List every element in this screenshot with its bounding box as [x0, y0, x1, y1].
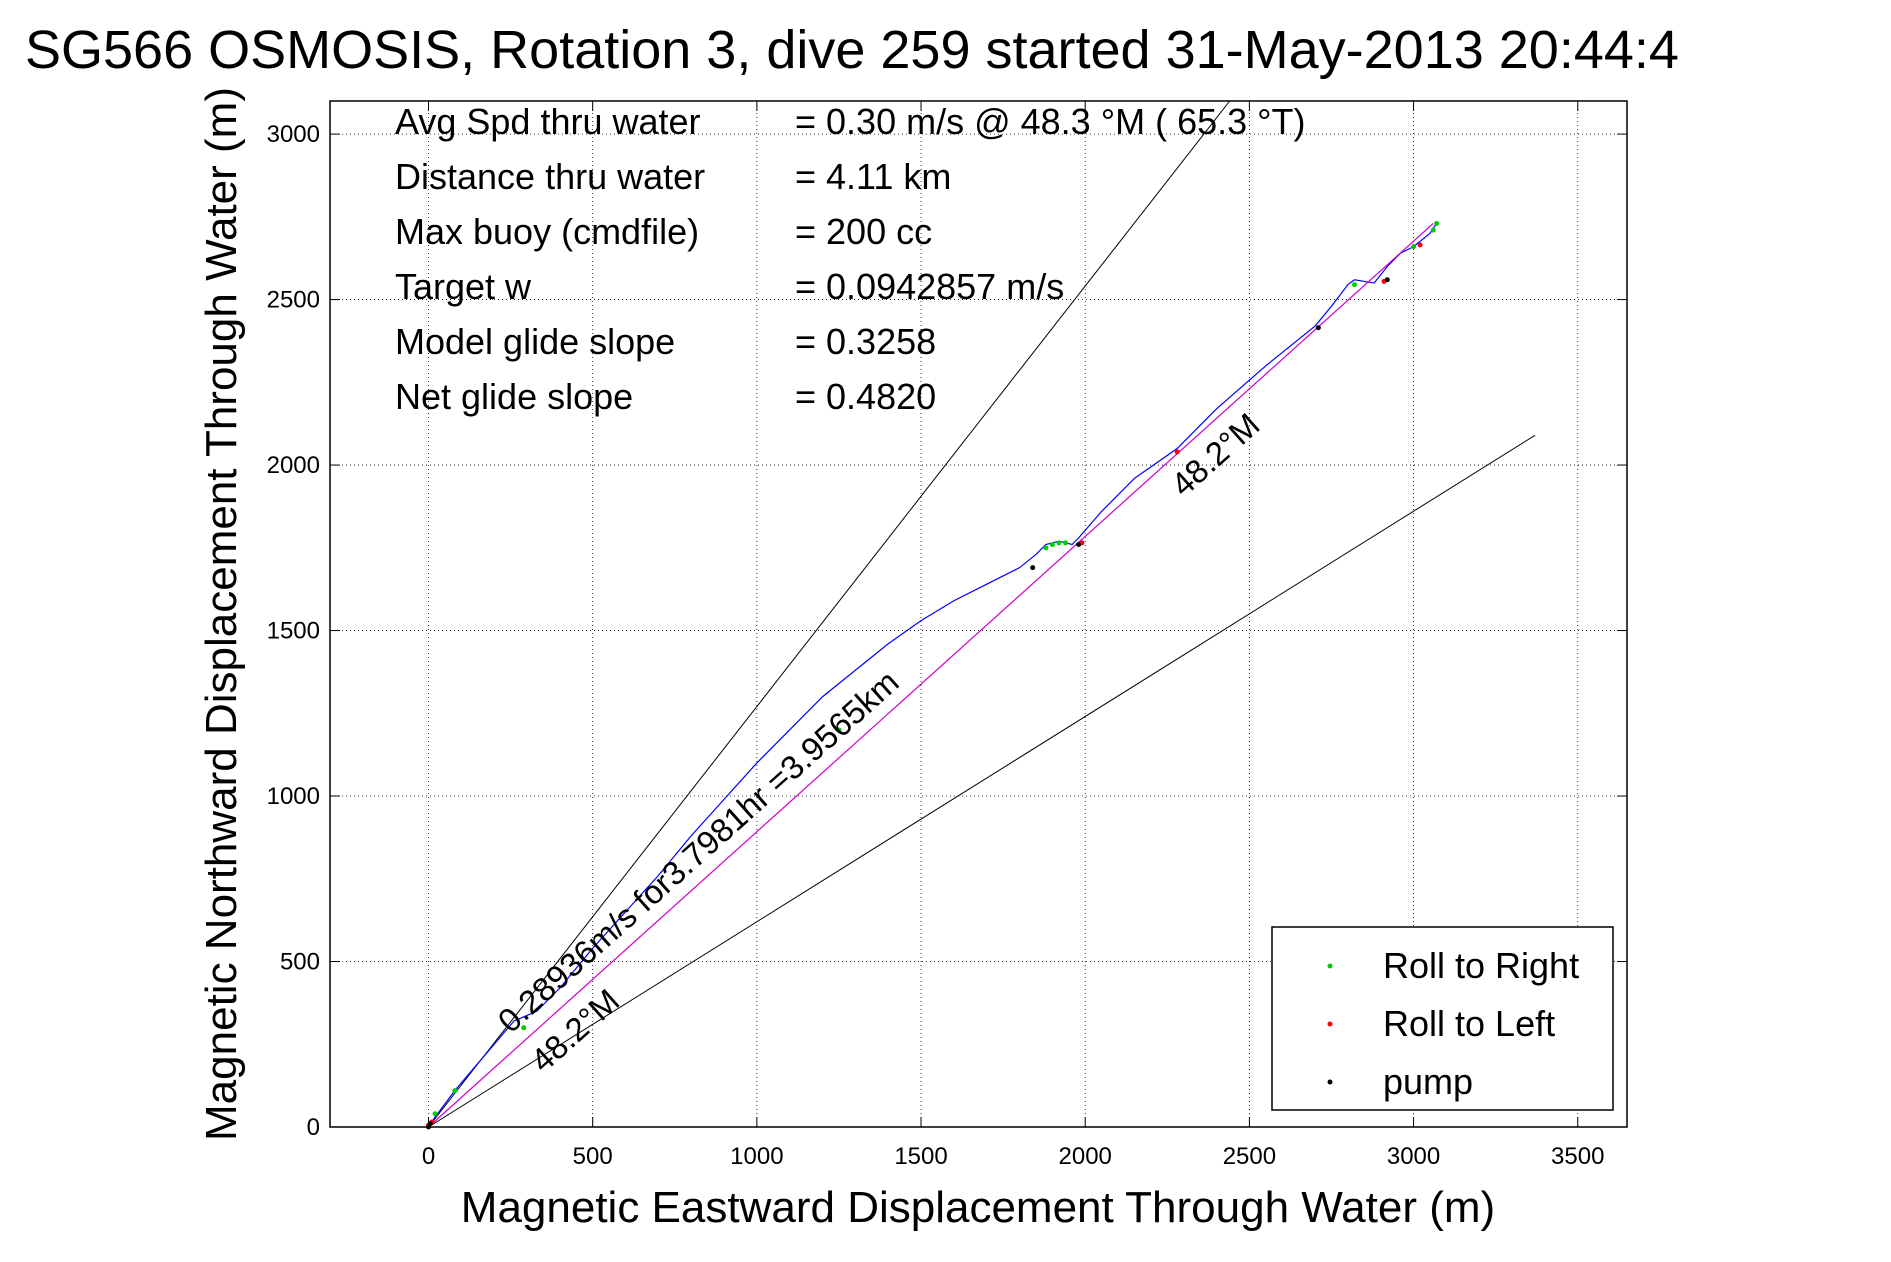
point-roll-to-right [452, 1088, 458, 1094]
point-roll-to-right [521, 1025, 527, 1031]
point-pump [1315, 325, 1321, 331]
point-roll-to-right [1351, 282, 1357, 288]
x-tick-label: 3500 [1551, 1143, 1604, 1170]
info-label: Model glide slope [395, 321, 675, 362]
point-roll-to-left [1417, 242, 1423, 248]
x-tick-label: 1500 [894, 1143, 947, 1170]
x-tick-label: 2500 [1223, 1143, 1276, 1170]
info-value: = 200 cc [795, 211, 932, 252]
y-tick-label: 1000 [267, 783, 320, 810]
info-value: = 0.3258 [795, 321, 936, 362]
point-pump [1384, 277, 1390, 283]
reference-lines [428, 100, 1536, 1128]
series-lines [428, 223, 1438, 1128]
x-tick-label: 3000 [1387, 1143, 1440, 1170]
legend-label: Roll to Right [1383, 945, 1579, 986]
x-axis-label: Magnetic Eastward Displacement Through W… [461, 1183, 1495, 1232]
point-roll-to-left [1174, 449, 1180, 455]
x-tick-label: 0 [422, 1143, 435, 1170]
x-tick-label: 2000 [1059, 1143, 1112, 1170]
info-value: = 0.0942857 m/s [795, 266, 1064, 307]
x-tick-label: 500 [573, 1143, 613, 1170]
legend-label: pump [1383, 1061, 1473, 1102]
y-axis-label: Magnetic Northward Displacement Through … [197, 87, 246, 1141]
point-roll-to-right [1049, 541, 1055, 547]
y-tick-label: 2500 [267, 287, 320, 314]
annotation-label: 48.2°M [1164, 406, 1267, 504]
point-roll-to-right [1434, 220, 1440, 226]
reference-line-upper [428, 100, 1231, 1128]
info-value: = 0.4820 [795, 376, 936, 417]
y-tick-label: 500 [280, 949, 320, 976]
series-line-net [428, 223, 1434, 1128]
y-tick-label: 2000 [267, 452, 320, 479]
series-line-path [428, 223, 1438, 1128]
annotations: 0.28936m/s for3.7981hr =3.9565km48.2°M48… [491, 406, 1267, 1079]
point-roll-to-right [1430, 227, 1436, 233]
legend-label: Roll to Left [1383, 1003, 1555, 1044]
point-pump [1030, 565, 1036, 571]
annotation-label: 0.28936m/s for3.7981hr =3.9565km [491, 663, 906, 1040]
info-label: Net glide slope [395, 376, 633, 417]
info-label: Target w [395, 266, 532, 307]
info-label: Avg Spd thru water [395, 101, 701, 142]
legend: Roll to Right Roll to Left pump [1271, 926, 1614, 1111]
info-label: Distance thru water [395, 156, 705, 197]
point-roll-to-right [1063, 540, 1069, 546]
x-ticks: 0 500 1000 1500 2000 2500 3000 3500 [422, 101, 1604, 1170]
legend-box [1271, 926, 1614, 1111]
y-tick-label: 0 [307, 1114, 320, 1141]
point-roll-to-right [1056, 540, 1062, 546]
point-roll-to-right [432, 1111, 438, 1117]
point-pump [1076, 541, 1082, 547]
legend-marker [1327, 963, 1333, 969]
y-ticks: 0 500 1000 1500 2000 2500 3000 [267, 121, 1627, 1141]
legend-marker [1327, 1021, 1333, 1027]
info-value: = 4.11 km [795, 156, 951, 197]
point-roll-to-right [1043, 545, 1049, 551]
y-tick-label: 1500 [267, 618, 320, 645]
plot-frame [329, 100, 1628, 1128]
info-panel: Avg Spd thru water = 0.30 m/s @ 48.3 °M (… [395, 101, 1306, 417]
reference-line-lower [428, 434, 1536, 1128]
point-roll-to-right [1411, 244, 1417, 250]
x-tick-label: 1000 [730, 1143, 783, 1170]
info-value: = 0.30 m/s @ 48.3 °M ( 65.3 °T) [795, 101, 1306, 142]
point-roll-to-right [836, 727, 842, 733]
chart-title: SG566 OSMOSIS, Rotation 3, dive 259 star… [25, 20, 1679, 80]
info-label: Max buoy (cmdfile) [395, 211, 699, 252]
legend-marker [1327, 1079, 1333, 1085]
series-markers [426, 220, 1440, 1130]
y-tick-label: 3000 [267, 121, 320, 148]
